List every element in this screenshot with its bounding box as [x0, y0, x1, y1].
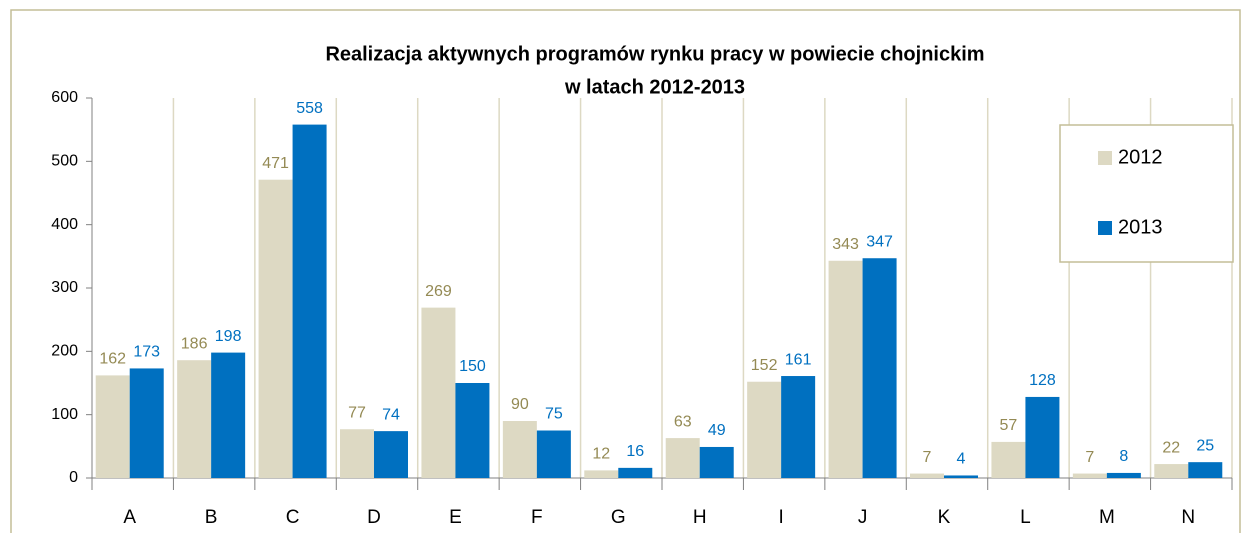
- legend-swatch: [1098, 151, 1112, 165]
- y-tick-label: 200: [51, 343, 78, 360]
- y-tick-label: 600: [51, 89, 78, 106]
- data-label: 25: [1196, 437, 1214, 454]
- bar: [910, 473, 944, 478]
- x-tick-label: A: [123, 507, 136, 528]
- data-label: 90: [511, 396, 529, 413]
- y-tick-label: 100: [51, 406, 78, 423]
- y-tick-label: 400: [51, 216, 78, 233]
- x-tick-label: B: [205, 507, 218, 528]
- bar: [340, 429, 374, 478]
- bar: [129, 368, 164, 478]
- x-tick-label: F: [531, 507, 543, 528]
- bar: [1188, 462, 1223, 478]
- bar: [292, 124, 327, 478]
- data-label: 152: [751, 357, 778, 374]
- bar: [665, 438, 700, 478]
- data-label: 173: [133, 344, 160, 361]
- data-label: 198: [215, 328, 242, 345]
- data-label: 347: [866, 233, 893, 250]
- bar: [1072, 473, 1107, 478]
- data-label: 150: [459, 358, 486, 375]
- data-label: 128: [1029, 372, 1056, 389]
- data-label: 471: [262, 155, 289, 172]
- bar: [584, 470, 619, 478]
- bar: [781, 376, 816, 478]
- bar: [944, 475, 978, 478]
- data-label: 63: [674, 413, 692, 430]
- bar: [421, 307, 456, 478]
- bar: [455, 383, 490, 478]
- bar: [536, 430, 571, 478]
- y-tick-label: 0: [69, 469, 78, 486]
- bar: [1154, 464, 1189, 478]
- bar: [502, 421, 537, 478]
- data-label: 186: [181, 335, 208, 352]
- data-label: 74: [382, 406, 400, 423]
- chart-title: Realizacja aktywnych programów rynku pra…: [325, 43, 984, 65]
- bar: [258, 179, 293, 478]
- y-tick-label: 500: [51, 153, 78, 170]
- bar: [828, 260, 863, 478]
- legend-label: 2012: [1118, 146, 1163, 168]
- data-label: 269: [425, 283, 452, 300]
- data-label: 22: [1162, 439, 1180, 456]
- bar: [374, 431, 408, 478]
- data-label: 4: [957, 451, 966, 468]
- bar: [991, 441, 1026, 478]
- data-label: 162: [99, 351, 126, 368]
- x-tick-label: E: [449, 507, 462, 528]
- data-label: 12: [592, 446, 610, 463]
- data-label: 57: [1000, 417, 1018, 434]
- bar: [177, 360, 212, 478]
- x-tick-label: M: [1099, 507, 1115, 528]
- x-tick-label: G: [611, 507, 626, 528]
- bar: [1106, 472, 1141, 478]
- y-tick-label: 300: [51, 279, 78, 296]
- data-label: 7: [1085, 449, 1094, 466]
- bar: [95, 375, 130, 478]
- data-label: 343: [832, 236, 859, 253]
- data-label: 49: [708, 422, 726, 439]
- bar: [747, 381, 782, 478]
- bar: [699, 446, 734, 478]
- data-label: 77: [348, 404, 366, 421]
- legend-label: 2013: [1118, 216, 1163, 238]
- legend-swatch: [1098, 221, 1112, 235]
- x-tick-label: J: [858, 507, 868, 528]
- x-tick-label: H: [693, 507, 707, 528]
- data-label: 558: [296, 100, 323, 117]
- x-tick-label: L: [1020, 507, 1031, 528]
- x-tick-label: D: [367, 507, 381, 528]
- data-label: 75: [545, 406, 563, 423]
- bar: [862, 258, 897, 478]
- bar: [618, 467, 653, 478]
- legend-box: [1059, 124, 1234, 263]
- bar: [211, 352, 246, 478]
- chart-title: w latach 2012-2013: [564, 76, 745, 98]
- bar: [1025, 396, 1060, 478]
- x-tick-label: N: [1181, 507, 1195, 528]
- x-tick-label: K: [938, 507, 951, 528]
- data-label: 161: [785, 351, 812, 368]
- data-label: 8: [1119, 448, 1128, 465]
- data-label: 16: [626, 443, 644, 460]
- x-tick-label: C: [286, 507, 300, 528]
- data-label: 7: [923, 449, 932, 466]
- x-tick-label: I: [779, 507, 784, 528]
